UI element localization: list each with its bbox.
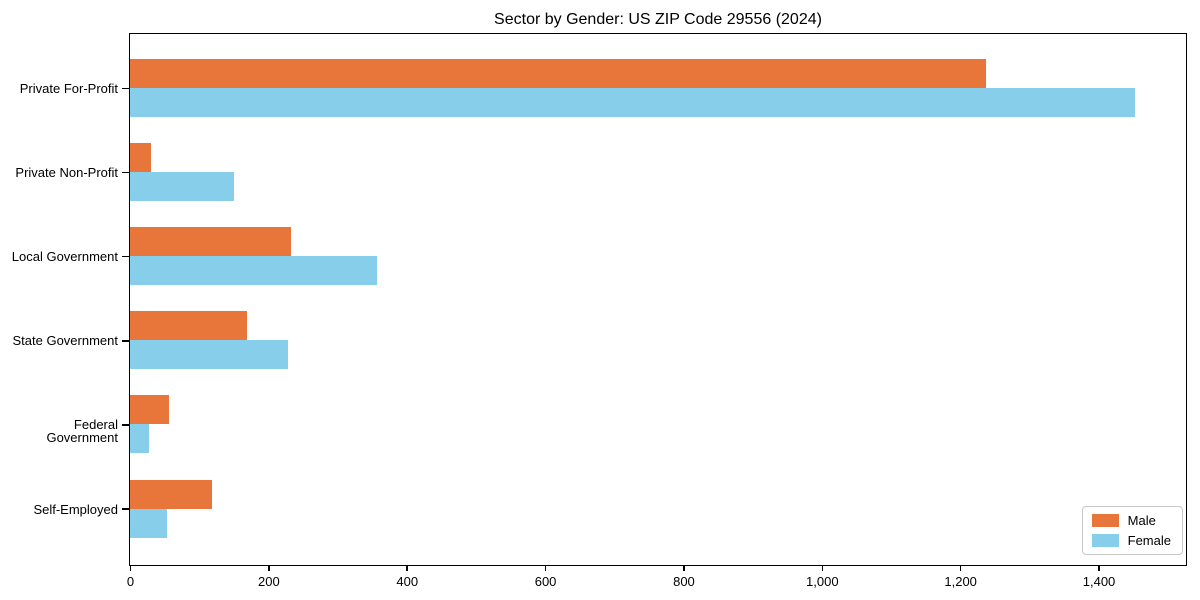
y-tick-mark [122, 87, 129, 90]
x-tick-label: 1,400 [1082, 574, 1116, 589]
x-tick-mark [959, 565, 962, 571]
x-tick-label: 600 [534, 574, 557, 589]
legend-label-female: Female [1127, 533, 1171, 548]
bar-male-1 [130, 59, 987, 88]
bar-female-5 [130, 424, 150, 454]
x-tick-mark [1098, 565, 1100, 571]
bar-male-5 [130, 395, 169, 425]
y-tick-label: Private Non-Profit [15, 165, 118, 181]
x-tick-label: 800 [673, 574, 695, 589]
x-tick-label: 1,000 [806, 574, 839, 589]
bar-female-4 [130, 340, 288, 370]
y-tick-mark [122, 171, 129, 174]
x-tick-mark [683, 565, 685, 571]
bar-male-6 [130, 479, 213, 509]
legend-label-male: Male [1127, 513, 1156, 528]
bar-female-2 [130, 172, 234, 202]
chart-title: Sector by Gender: US ZIP Code 29556 (202… [494, 11, 822, 28]
y-tick-mark [122, 424, 129, 426]
x-tick-mark [268, 565, 270, 571]
x-tick-mark [821, 565, 824, 571]
x-tick-label: 1,200 [944, 574, 977, 589]
legend-entry-male: Male [1091, 513, 1171, 528]
x-tick-label: 400 [396, 574, 419, 589]
x-tick-mark [406, 565, 408, 571]
y-tick-mark [122, 508, 129, 510]
y-tick-label: Federal Government [46, 417, 118, 446]
y-tick-label: State Government [12, 333, 119, 349]
legend-entry-female: Female [1091, 533, 1171, 548]
bar-male-2 [130, 143, 152, 173]
x-tick-label: 0 [126, 574, 135, 589]
y-tick-label: Private For-Profit [19, 81, 118, 96]
y-tick-mark [122, 340, 129, 342]
y-tick-label: Local Government [11, 249, 118, 265]
x-tick-mark [129, 565, 132, 571]
bar-female-1 [130, 88, 1136, 117]
y-tick-mark [122, 255, 129, 258]
x-tick-label: 200 [258, 574, 280, 589]
bar-male-3 [130, 227, 292, 257]
female-series-swatch-icon [1091, 534, 1119, 547]
bar-female-3 [130, 256, 377, 286]
bar-female-6 [130, 508, 167, 538]
male-series-swatch-icon [1091, 514, 1119, 527]
plot-area: Male Female [129, 33, 1187, 566]
bar-male-4 [130, 311, 247, 341]
legend: Male Female [1081, 506, 1183, 555]
y-tick-label: Self-Employed [33, 501, 118, 517]
x-tick-mark [544, 565, 547, 571]
